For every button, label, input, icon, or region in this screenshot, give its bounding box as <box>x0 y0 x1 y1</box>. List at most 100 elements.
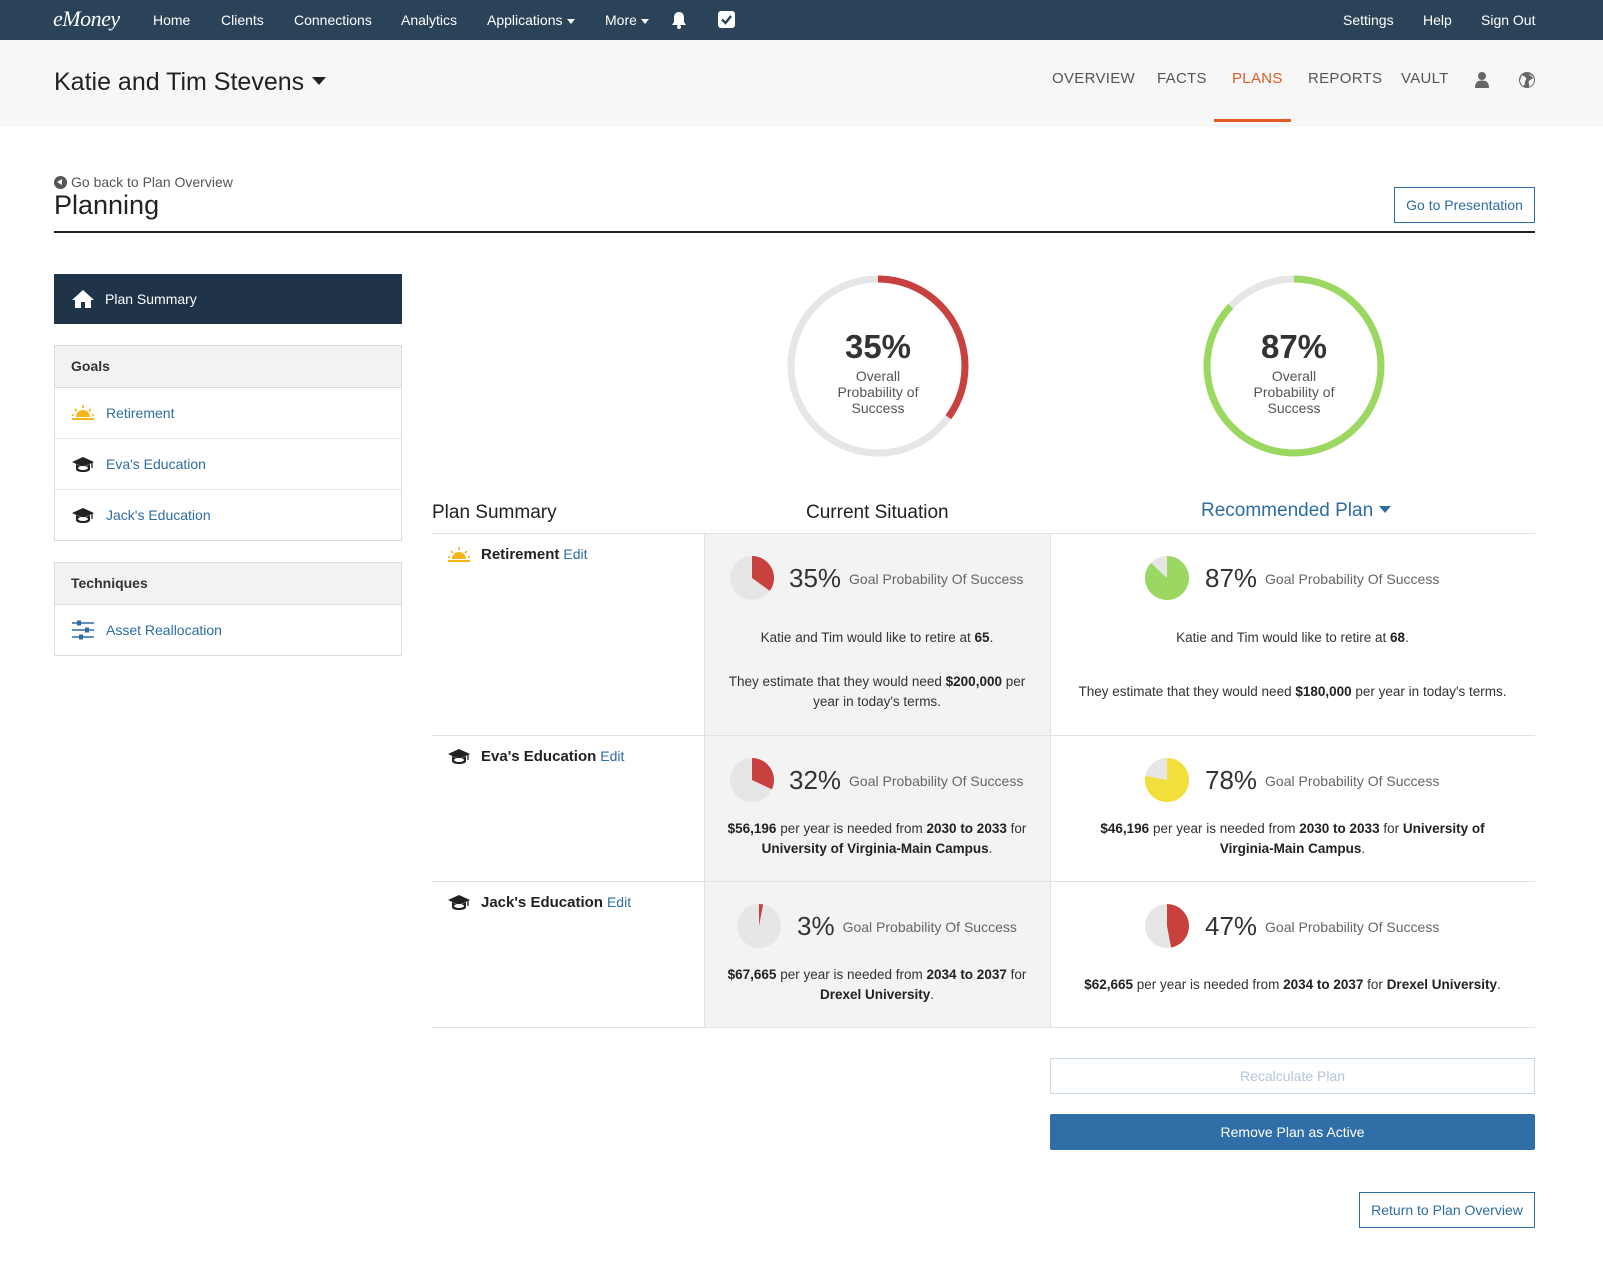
desc-value: $46,196 <box>1100 821 1150 836</box>
evas-education-recommended-text: $46,196 per year is needed from 2030 to … <box>1080 819 1505 859</box>
nav-applications[interactable]: Applications <box>487 0 575 40</box>
evas-education-recommended-pie <box>1145 758 1189 802</box>
edit-jacks-education-link[interactable]: Edit <box>606 894 632 910</box>
nav-home[interactable]: Home <box>153 12 191 28</box>
column-divider <box>704 533 705 1028</box>
nav-more[interactable]: More <box>605 0 649 40</box>
return-to-plan-overview-button[interactable]: Return to Plan Overview <box>1359 1192 1535 1228</box>
desc-text: for <box>1006 967 1027 982</box>
chevron-down-icon <box>566 18 575 24</box>
row-divider <box>432 1027 1535 1028</box>
current-overall-donut: 35% Overall Probability of Success <box>785 273 971 459</box>
go-to-presentation-button[interactable]: Go to Presentation <box>1394 187 1535 223</box>
recommended-overall-percent: 87% <box>1260 328 1328 365</box>
recommended-plan-dropdown[interactable]: Recommended Plan <box>1201 500 1392 522</box>
desc-text: for <box>1379 821 1403 836</box>
globe-icon[interactable] <box>1518 71 1536 89</box>
caret-down-icon <box>312 77 327 86</box>
back-to-plan-overview-link[interactable]: Go back to Plan Overview <box>54 174 233 190</box>
retirement-recommended-need-text: They estimate that they would need $180,… <box>1060 682 1525 702</box>
sidebar-item-jacks-education[interactable]: Jack's Education <box>55 490 401 540</box>
desc-text: . <box>1405 630 1409 645</box>
nav-analytics[interactable]: Analytics <box>401 12 458 28</box>
tab-plans[interactable]: PLANS <box>1232 70 1283 87</box>
desc-text: per year in today's terms. <box>1351 684 1507 699</box>
arrow-left-circle-icon <box>54 176 67 189</box>
recalculate-plan-button[interactable]: Recalculate Plan <box>1050 1058 1535 1094</box>
evas-education-current-pie-slice <box>752 758 774 790</box>
recommended-overall-donut-chart <box>1203 275 1385 457</box>
edit-evas-education-link[interactable]: Edit <box>600 748 625 764</box>
sidebar-item-label: Eva's Education <box>106 456 206 472</box>
sidebar-item-asset-reallocation[interactable]: Asset Reallocation <box>55 605 401 655</box>
nav-settings[interactable]: Settings <box>1343 12 1394 28</box>
desc-text: per year is needed from <box>776 967 927 982</box>
jacks-education-recommended-probability: 47% Goal Probability Of Success <box>1205 911 1439 942</box>
jacks-education-recommended-text: $62,665 per year is needed from 2034 to … <box>1060 975 1525 995</box>
nav-more-label: More <box>605 12 637 28</box>
tab-overview[interactable]: OVERVIEW <box>1052 70 1135 87</box>
row-divider <box>432 735 1535 736</box>
goal-name-jacks-education: Jack's Education Edit <box>481 894 631 911</box>
goal-probability-label: Goal Probability Of Success <box>1265 919 1440 935</box>
client-name-dropdown[interactable]: Katie and Tim Stevens <box>54 68 327 97</box>
current-overall-label: Overall Probability of Success <box>837 368 919 416</box>
caret-down-icon <box>1379 505 1392 513</box>
sliders-icon <box>72 620 94 640</box>
desc-text: Katie and Tim would like to retire at <box>760 630 975 645</box>
goal-name-label: Retirement <box>481 546 560 563</box>
nav-connections[interactable]: Connections <box>294 12 372 28</box>
desc-value: University of Virginia-Main Campus <box>1219 821 1485 856</box>
nav-sign-out[interactable]: Sign Out <box>1481 12 1536 28</box>
desc-value: $62,665 <box>1084 977 1134 992</box>
goals-header: Goals <box>55 346 401 388</box>
desc-value: $67,665 <box>727 967 777 982</box>
nav-clients[interactable]: Clients <box>221 12 264 28</box>
desc-text: . <box>1361 841 1366 856</box>
remove-plan-as-active-button[interactable]: Remove Plan as Active <box>1050 1114 1535 1150</box>
desc-text: . <box>1497 977 1501 992</box>
evas-education-recommended-pie-slice <box>1145 758 1189 802</box>
tab-reports[interactable]: REPORTS <box>1308 70 1383 87</box>
jacks-education-current-pie-slice <box>759 904 764 926</box>
bell-icon[interactable] <box>671 11 687 29</box>
plan-summary-label: Plan Summary <box>105 291 197 307</box>
emoney-logo[interactable]: eMoney <box>53 6 120 31</box>
goal-name-label: Jack's Education <box>481 894 603 911</box>
sunrise-icon <box>448 547 470 562</box>
nav-help[interactable]: Help <box>1423 12 1452 28</box>
graduation-cap-icon <box>72 508 94 523</box>
column-divider <box>1050 533 1051 1028</box>
tab-facts[interactable]: FACTS <box>1157 70 1207 87</box>
desc-value: $56,196 <box>727 821 777 836</box>
desc-text: . <box>930 987 935 1002</box>
jacks-education-current-text: $67,665 per year is needed from 2034 to … <box>714 965 1040 1005</box>
sidebar-item-label: Jack's Education <box>106 507 211 523</box>
retirement-current-pie <box>730 556 774 600</box>
user-icon[interactable] <box>1473 71 1491 89</box>
row-divider <box>432 533 1535 534</box>
jacks-education-recommended-pie <box>1145 904 1189 948</box>
retirement-current-age-text: Katie and Tim would like to retire at 65… <box>714 628 1040 648</box>
sidebar-item-evas-education[interactable]: Eva's Education <box>55 439 401 490</box>
current-overall-donut-chart <box>787 275 969 457</box>
evas-education-current-text: $56,196 per year is needed from 2030 to … <box>714 819 1040 859</box>
goal-name-label: Eva's Education <box>481 748 597 765</box>
jacks-education-recommended-pie-slice <box>1167 904 1189 948</box>
retirement-recommended-pie-slice <box>1145 556 1189 600</box>
tab-vault[interactable]: VAULT <box>1401 70 1449 87</box>
desc-value: 2030 to 2033 <box>1299 821 1380 836</box>
goal-probability-label: Goal Probability Of Success <box>1265 773 1440 789</box>
edit-retirement-link[interactable]: Edit <box>563 546 588 562</box>
probability-value: 3% <box>797 911 835 941</box>
sidebar-plan-summary[interactable]: Plan Summary <box>54 274 402 324</box>
sidebar-item-label: Asset Reallocation <box>106 622 222 638</box>
desc-value: $180,000 <box>1295 684 1352 699</box>
goals-panel: Goals Retirement Eva's Education Jack' <box>54 345 402 541</box>
evas-education-current-pie <box>730 758 774 802</box>
tasks-check-icon[interactable] <box>718 11 735 28</box>
current-situation-column-header: Current Situation <box>806 502 949 523</box>
evas-education-current-probability: 32% Goal Probability Of Success <box>789 765 1023 796</box>
sidebar-item-retirement[interactable]: Retirement <box>55 388 401 439</box>
sunrise-icon <box>72 405 94 420</box>
